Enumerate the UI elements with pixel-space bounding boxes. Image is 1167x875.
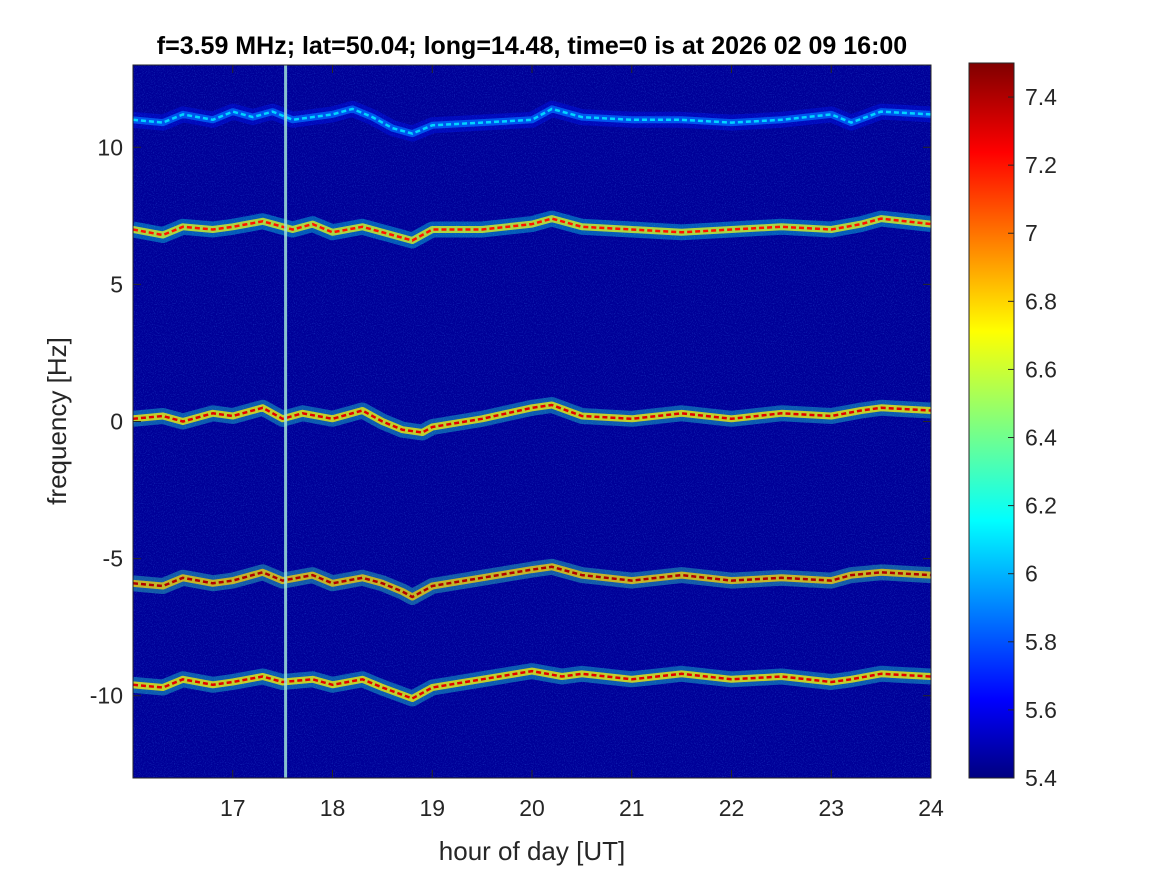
colorbar-tick-label: 6	[1025, 561, 1038, 587]
colorbar-tick-label: 5.4	[1025, 765, 1057, 791]
noise-texture	[133, 65, 931, 778]
colorbar-tick-label: 6.4	[1025, 425, 1057, 451]
colorbar-tick-label: 6.6	[1025, 356, 1057, 382]
trace-2-body	[133, 215, 931, 244]
x-tick-label: 19	[419, 795, 445, 821]
colorbar	[968, 62, 1015, 779]
colorbar-tick-label: 5.8	[1025, 629, 1057, 655]
colorbar-tick-label: 7.4	[1025, 84, 1057, 110]
colorbar-ticks: 5.4 5.6 5.8 6 6.2 6.4 6.6 6.8 7 7.2 7.4	[1008, 84, 1057, 791]
x-tick-label: 18	[320, 795, 346, 821]
trace-5-body	[133, 667, 931, 702]
x-tick-label: 24	[918, 795, 944, 821]
y-tick-label: 0	[110, 409, 123, 435]
x-tick-label: 23	[818, 795, 844, 821]
x-tick-label: 17	[220, 795, 246, 821]
x-axis-label: hour of day [UT]	[439, 836, 625, 866]
x-axis-ticks: 17 18 19 20 21 22 23 24	[220, 65, 944, 821]
x-tick-label: 22	[719, 795, 745, 821]
chart-title: f=3.59 MHz; lat=50.04; long=14.48, time=…	[157, 32, 907, 60]
y-tick-label: -5	[103, 546, 123, 572]
x-tick-label: 20	[519, 795, 545, 821]
colorbar-tick-label: 6.8	[1025, 288, 1057, 314]
y-tick-label: -10	[90, 683, 123, 709]
y-tick-label: 10	[97, 134, 123, 160]
colorbar-tick-label: 7.2	[1025, 152, 1057, 178]
y-axis-label: frequency [Hz]	[42, 337, 72, 505]
trace-3-core	[133, 403, 931, 434]
y-tick-label: 5	[110, 271, 123, 297]
x-tick-label: 21	[619, 795, 645, 821]
colorbar-tick-label: 5.6	[1025, 697, 1057, 723]
colorbar-tick-label: 7	[1025, 220, 1038, 246]
trace-1-core	[133, 107, 931, 135]
colorbar-tick-label: 6.2	[1025, 493, 1057, 519]
y-axis-ticks: -10 -5 0 5 10	[90, 134, 931, 709]
signal-traces	[133, 100, 931, 707]
vertical-interference-line	[284, 65, 288, 778]
trace-4-core	[133, 565, 931, 599]
